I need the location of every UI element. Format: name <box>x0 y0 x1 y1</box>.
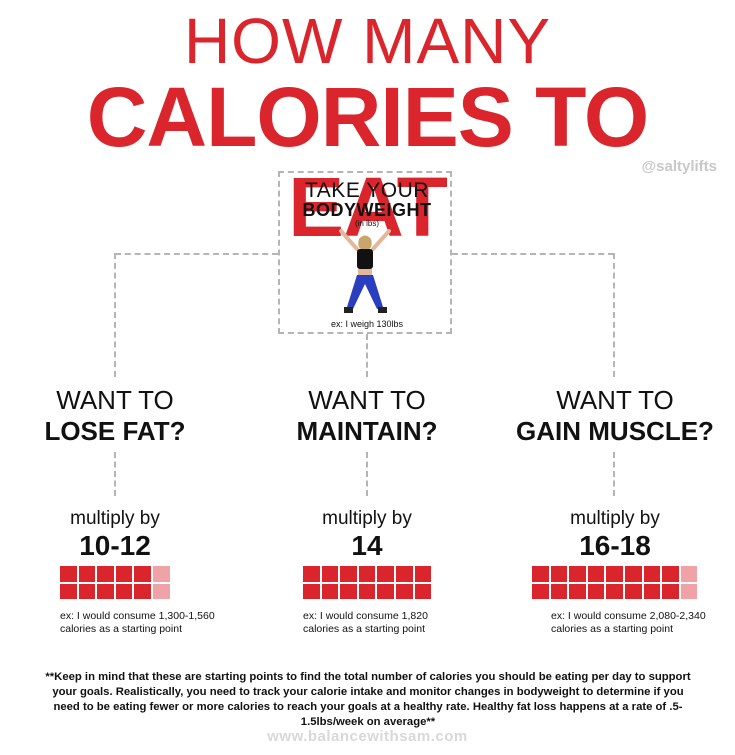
calorie-block <box>606 583 623 599</box>
calorie-block <box>550 566 568 582</box>
calorie-block <box>115 583 133 599</box>
calorie-blocks-lose-fat <box>60 566 172 599</box>
multiplier-value: 14 <box>351 530 383 561</box>
footnote: **Keep in mind that these are starting p… <box>45 671 691 728</box>
bodyweight-unit: (in lbs) <box>354 219 379 228</box>
column-lose-fat: WANT TO LOSE FAT? <box>5 385 225 447</box>
calorie-block <box>643 566 661 582</box>
calorie-block <box>395 583 413 599</box>
multiply-label: multiply by <box>70 508 160 529</box>
connector-left-horizontal <box>115 253 278 255</box>
calorie-block <box>303 566 320 582</box>
calorie-block <box>550 583 568 599</box>
title-line-1: HOW MANY <box>183 5 552 77</box>
calorie-block <box>414 566 432 582</box>
connector-center-vertical <box>366 334 368 377</box>
multiplier-gain-muscle: multiply by 16-18 <box>505 508 725 562</box>
calorie-block <box>340 566 357 582</box>
multiply-label: multiply by <box>322 508 412 529</box>
want-to-label: WANT TO <box>556 385 674 415</box>
column-gain-muscle: WANT TO GAIN MUSCLE? <box>505 385 725 447</box>
calorie-block <box>569 583 586 599</box>
calorie-blocks-maintain <box>303 566 433 599</box>
example-line-1: ex: I would consume 1,300-1,560 <box>60 610 215 622</box>
calorie-block <box>395 566 413 582</box>
calorie-block <box>321 583 339 599</box>
calorie-block-light <box>152 566 170 582</box>
calorie-block <box>643 583 661 599</box>
bodyweight-example: ex: I weigh 130lbs <box>330 319 404 329</box>
example-line-2: calories as a starting point <box>303 623 425 635</box>
calorie-block <box>340 583 357 599</box>
example-gain-muscle: ex: I would consume 2,080-2,340 calories… <box>551 610 731 636</box>
goal-label: LOSE FAT? <box>44 416 186 446</box>
calorie-block <box>532 566 549 582</box>
calorie-block <box>358 583 376 599</box>
calorie-block <box>134 583 151 599</box>
want-to-label: WANT TO <box>56 385 174 415</box>
bodyweight-heading-1: TAKE YOUR <box>305 179 429 202</box>
bodyweight-heading-2: BODYWEIGHT <box>302 200 432 220</box>
calorie-block <box>662 583 679 599</box>
example-line-2: calories as a starting point <box>551 623 673 635</box>
calorie-block-light <box>680 583 698 599</box>
column-maintain: WANT TO MAINTAIN? <box>257 385 477 447</box>
connector-left-vertical <box>114 253 116 377</box>
calorie-block <box>134 566 151 582</box>
multiplier-maintain: multiply by 14 <box>257 508 477 562</box>
goal-label: MAINTAIN? <box>296 416 438 446</box>
calorie-block <box>303 583 320 599</box>
calorie-block <box>115 566 133 582</box>
connector-right-vertical <box>613 253 615 377</box>
calorie-block <box>60 583 77 599</box>
calorie-block-light <box>680 566 698 582</box>
calorie-block <box>414 583 432 599</box>
title-line-2: CALORIES TO EAT <box>86 70 650 254</box>
multiply-label: multiply by <box>570 508 660 529</box>
example-maintain: ex: I would consume 1,820 calories as a … <box>303 610 483 636</box>
calorie-block <box>78 566 96 582</box>
example-lose-fat: ex: I would consume 1,300-1,560 calories… <box>60 610 240 636</box>
calorie-block <box>377 566 394 582</box>
connector-right-horizontal <box>452 253 614 255</box>
jumping-woman-figure <box>339 229 391 313</box>
calorie-block <box>606 566 623 582</box>
example-line-1: ex: I would consume 2,080-2,340 <box>551 610 706 622</box>
calorie-block <box>377 583 394 599</box>
goal-label: GAIN MUSCLE? <box>516 416 714 446</box>
calorie-block <box>321 566 339 582</box>
calorie-block <box>97 583 114 599</box>
multiplier-value: 10-12 <box>79 530 151 561</box>
multiplier-lose-fat: multiply by 10-12 <box>5 508 225 562</box>
calorie-block <box>532 583 549 599</box>
calorie-block <box>358 566 376 582</box>
calorie-block-light <box>152 583 170 599</box>
calorie-block <box>60 566 77 582</box>
calorie-block <box>662 566 679 582</box>
connector-col1-lower <box>114 452 116 496</box>
bodyweight-box: TAKE YOUR BODYWEIGHT (in lbs) ex: I weig… <box>278 171 452 334</box>
example-line-1: ex: I would consume 1,820 <box>303 610 428 622</box>
calorie-block <box>569 566 586 582</box>
example-line-2: calories as a starting point <box>60 623 182 635</box>
connector-col3-lower <box>613 452 615 496</box>
calorie-block <box>624 566 642 582</box>
calorie-block <box>587 583 605 599</box>
social-handle: @saltylifts <box>641 158 717 175</box>
website-url: www.balancewithsam.com <box>267 728 468 745</box>
calorie-block <box>624 583 642 599</box>
calorie-block <box>78 583 96 599</box>
calorie-block <box>587 566 605 582</box>
connector-col2-lower <box>366 452 368 496</box>
calorie-block <box>97 566 114 582</box>
calorie-blocks-gain-muscle <box>532 566 699 599</box>
multiplier-value: 16-18 <box>579 530 651 561</box>
want-to-label: WANT TO <box>308 385 426 415</box>
